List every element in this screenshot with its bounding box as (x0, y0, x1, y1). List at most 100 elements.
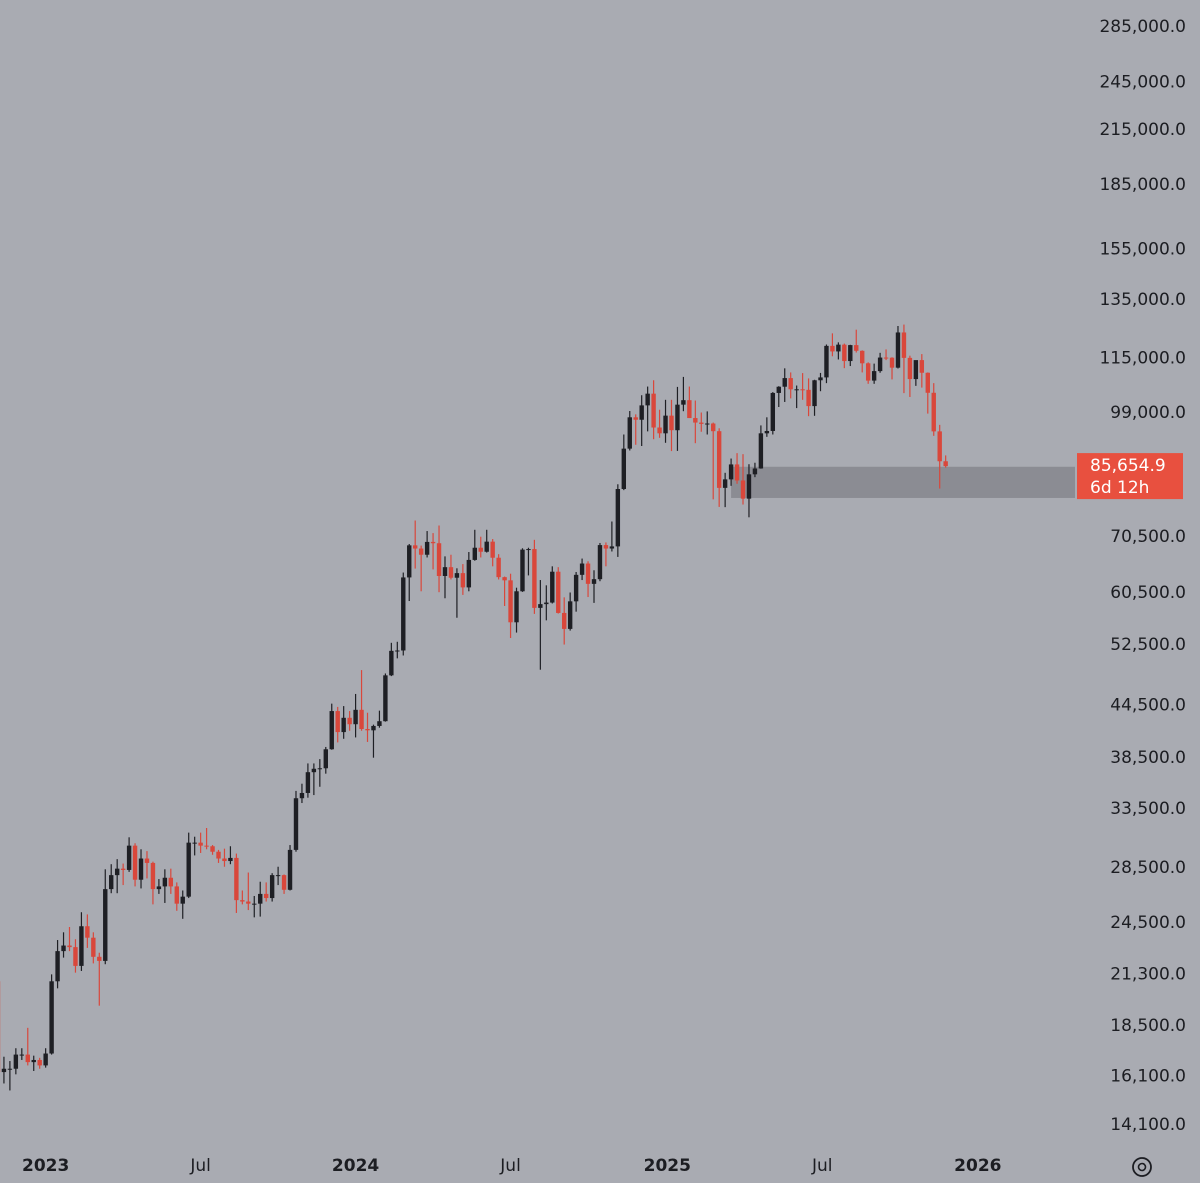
candle-body (478, 547, 483, 552)
candle-body (329, 711, 334, 750)
y-tick-label: 70,500.0 (1110, 527, 1186, 547)
candle-body (579, 563, 585, 575)
candle-body (758, 433, 764, 469)
candle-body (883, 357, 889, 359)
candle-body (103, 889, 108, 961)
y-tick-label: 135,000.0 (1099, 290, 1186, 310)
settings-icon[interactable] (1132, 1157, 1152, 1177)
candle-body (573, 574, 579, 602)
candle-body (740, 480, 746, 499)
candle-body (335, 711, 340, 733)
candle-body (120, 868, 126, 870)
x-tick-label: Jul (811, 1156, 833, 1176)
y-tick-label: 14,100.0 (1110, 1115, 1186, 1135)
y-tick-label: 28,500.0 (1110, 858, 1186, 878)
candle-body (865, 363, 871, 381)
y-tick-label: 44,500.0 (1110, 695, 1186, 715)
candle-body (860, 350, 865, 364)
candle-body (466, 559, 472, 588)
support-zone (731, 466, 1075, 498)
candle-body (877, 357, 883, 372)
candle-body (913, 360, 919, 380)
candle-body (603, 545, 609, 549)
candle-body (407, 545, 412, 578)
candle-body (418, 548, 424, 555)
candle-body (538, 604, 543, 608)
candle-body (627, 417, 632, 449)
candle-body (871, 371, 877, 381)
candle-body (132, 845, 138, 880)
candle-body (150, 862, 156, 890)
candle-body (424, 541, 430, 555)
candle-body (484, 541, 489, 552)
candle-body (514, 591, 519, 623)
candle-body (567, 601, 573, 629)
candle-body (609, 546, 615, 549)
candle-body (669, 415, 674, 431)
candle-body (401, 577, 406, 651)
candle-body (114, 868, 120, 876)
candle-body (347, 717, 352, 725)
candle-body (842, 344, 847, 362)
candle-body (186, 842, 191, 897)
candle-body (937, 431, 942, 462)
candle-body (198, 842, 203, 846)
y-tick-label: 185,000.0 (1099, 175, 1186, 195)
candle-body (770, 392, 776, 431)
y-tick-label: 99,000.0 (1110, 403, 1186, 423)
candle-body (836, 344, 841, 352)
candle-body (544, 602, 549, 605)
candle-body (222, 858, 227, 862)
candle-body (645, 393, 650, 406)
y-tick-label: 115,000.0 (1099, 349, 1186, 369)
candle-body (818, 377, 823, 381)
candle-body (526, 549, 531, 551)
price-axis: 285,000.0 245,000.0 215,000.0 185,000.0 155,… (22, 17, 1186, 1176)
candle-body (25, 1054, 30, 1063)
x-tick-label: 2025 (644, 1156, 691, 1176)
plot-area (0, 324, 1075, 1091)
candle-body (144, 858, 150, 863)
candle-body (520, 549, 525, 592)
y-tick-label: 38,500.0 (1110, 748, 1186, 768)
y-tick-label: 155,000.0 (1099, 239, 1186, 259)
candle-body (240, 900, 245, 902)
candle-body (597, 545, 603, 580)
candle-body (621, 448, 627, 490)
candle-body (925, 372, 930, 393)
candle-body (699, 422, 704, 424)
candle-body (204, 845, 209, 847)
candle-body (854, 345, 859, 351)
candle-body (61, 945, 66, 952)
candle-body (359, 709, 364, 730)
settings-icon-center[interactable] (1137, 1162, 1147, 1172)
candle-body (275, 875, 281, 877)
candle-body (7, 1068, 13, 1070)
candle-body (472, 547, 477, 560)
candle-body (269, 875, 275, 899)
candle-body (13, 1054, 19, 1069)
candle-body (496, 557, 501, 578)
y-tick-label: 52,500.0 (1110, 635, 1186, 655)
candle-body (812, 380, 817, 407)
candle-body (931, 392, 936, 432)
candle-body (341, 717, 346, 733)
y-tick-label: 18,500.0 (1110, 1016, 1186, 1036)
candle-body (722, 479, 728, 488)
candle-body (299, 792, 305, 799)
y-tick-label: 33,500.0 (1110, 799, 1186, 819)
candle-body (126, 845, 132, 870)
candle-body (889, 357, 895, 368)
candle-body (258, 893, 263, 904)
settings-button[interactable] (1132, 1157, 1152, 1177)
candle-body (37, 1059, 42, 1066)
x-tick-label: Jul (499, 1156, 521, 1176)
candle-body (49, 981, 54, 1054)
candle-body (830, 345, 835, 352)
candle-body (323, 749, 328, 769)
candle-body (746, 474, 752, 499)
candle-body (412, 545, 418, 549)
candle-body (395, 650, 400, 652)
